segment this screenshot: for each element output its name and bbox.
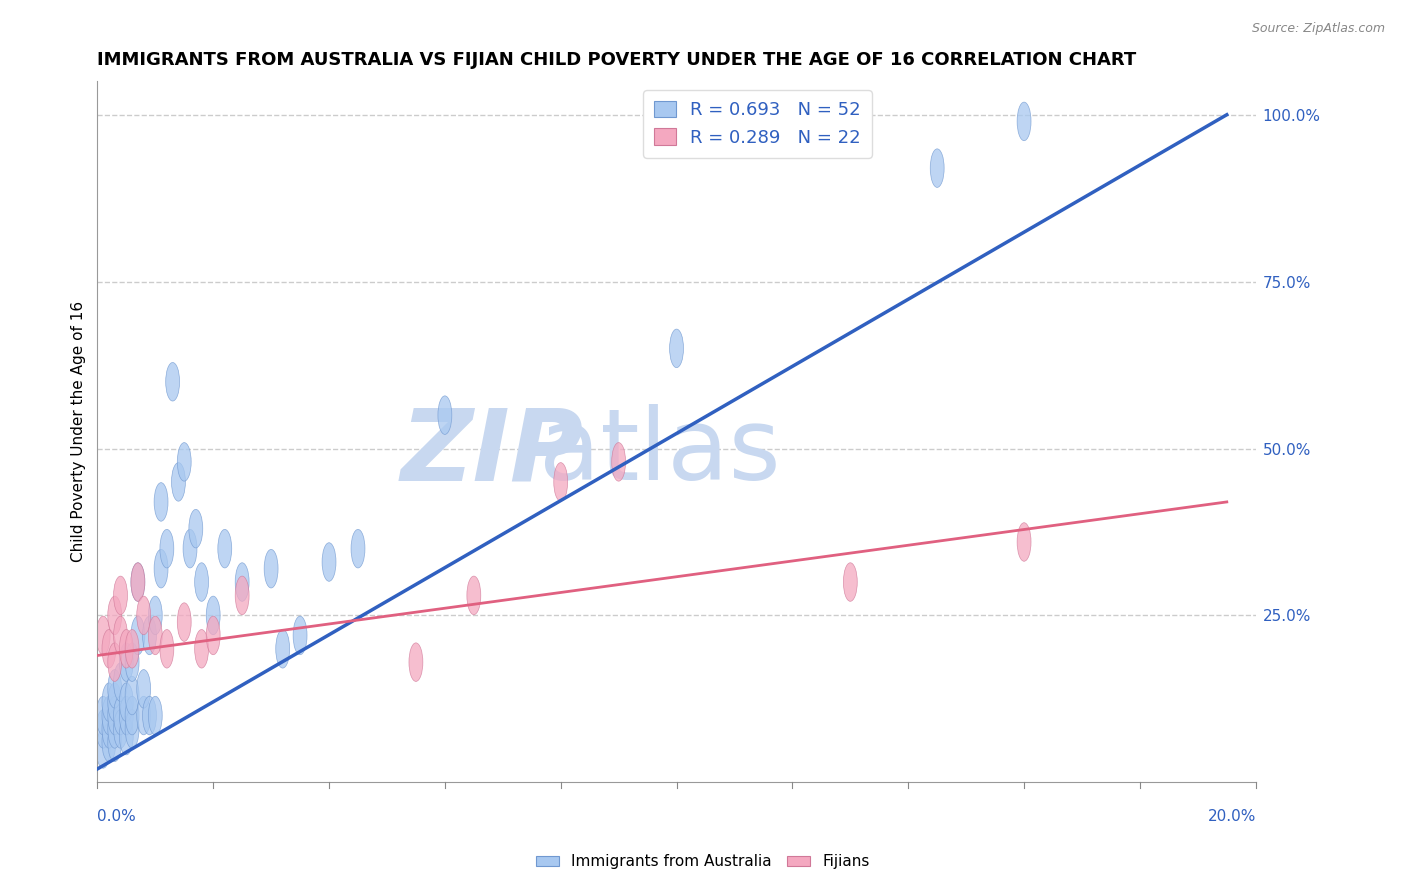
Ellipse shape	[235, 563, 249, 601]
Ellipse shape	[96, 710, 110, 748]
Ellipse shape	[114, 616, 128, 655]
Ellipse shape	[1017, 523, 1031, 561]
Ellipse shape	[148, 596, 162, 635]
Ellipse shape	[352, 529, 366, 568]
Ellipse shape	[108, 596, 122, 635]
Legend: R = 0.693   N = 52, R = 0.289   N = 22: R = 0.693 N = 52, R = 0.289 N = 22	[644, 90, 872, 158]
Ellipse shape	[207, 596, 221, 635]
Text: Source: ZipAtlas.com: Source: ZipAtlas.com	[1251, 22, 1385, 36]
Ellipse shape	[96, 616, 110, 655]
Ellipse shape	[194, 563, 208, 601]
Ellipse shape	[155, 549, 167, 588]
Ellipse shape	[120, 643, 134, 681]
Ellipse shape	[409, 643, 423, 681]
Ellipse shape	[114, 663, 128, 701]
Ellipse shape	[844, 563, 858, 601]
Ellipse shape	[114, 697, 128, 735]
Ellipse shape	[108, 697, 122, 735]
Ellipse shape	[264, 549, 278, 588]
Ellipse shape	[125, 697, 139, 735]
Ellipse shape	[612, 442, 626, 481]
Ellipse shape	[177, 603, 191, 641]
Ellipse shape	[172, 463, 186, 501]
Ellipse shape	[131, 616, 145, 655]
Ellipse shape	[207, 616, 221, 655]
Text: atlas: atlas	[538, 404, 780, 501]
Ellipse shape	[103, 697, 115, 735]
Ellipse shape	[155, 483, 167, 521]
Ellipse shape	[148, 616, 162, 655]
Ellipse shape	[136, 596, 150, 635]
Ellipse shape	[194, 630, 208, 668]
Ellipse shape	[125, 643, 139, 681]
Ellipse shape	[148, 697, 162, 735]
Ellipse shape	[103, 710, 115, 748]
Ellipse shape	[103, 683, 115, 722]
Ellipse shape	[276, 630, 290, 668]
Ellipse shape	[120, 716, 134, 755]
Ellipse shape	[160, 529, 174, 568]
Ellipse shape	[114, 576, 128, 615]
Ellipse shape	[96, 730, 110, 768]
Ellipse shape	[218, 529, 232, 568]
Ellipse shape	[136, 670, 150, 708]
Ellipse shape	[120, 630, 134, 668]
Text: 0.0%: 0.0%	[97, 809, 136, 824]
Ellipse shape	[554, 463, 568, 501]
Text: ZIP: ZIP	[401, 404, 583, 501]
Ellipse shape	[120, 697, 134, 735]
Ellipse shape	[108, 723, 122, 762]
Ellipse shape	[183, 529, 197, 568]
Ellipse shape	[103, 630, 115, 668]
Ellipse shape	[160, 630, 174, 668]
Ellipse shape	[177, 442, 191, 481]
Ellipse shape	[131, 563, 145, 601]
Y-axis label: Child Poverty Under the Age of 16: Child Poverty Under the Age of 16	[72, 301, 86, 562]
Ellipse shape	[120, 683, 134, 722]
Ellipse shape	[142, 697, 156, 735]
Ellipse shape	[1017, 102, 1031, 141]
Ellipse shape	[108, 710, 122, 748]
Ellipse shape	[136, 697, 150, 735]
Text: 20.0%: 20.0%	[1208, 809, 1256, 824]
Ellipse shape	[108, 683, 122, 722]
Ellipse shape	[114, 710, 128, 748]
Ellipse shape	[125, 710, 139, 748]
Legend: Immigrants from Australia, Fijians: Immigrants from Australia, Fijians	[530, 848, 876, 875]
Ellipse shape	[131, 563, 145, 601]
Ellipse shape	[235, 576, 249, 615]
Ellipse shape	[108, 670, 122, 708]
Text: IMMIGRANTS FROM AUSTRALIA VS FIJIAN CHILD POVERTY UNDER THE AGE OF 16 CORRELATIO: IMMIGRANTS FROM AUSTRALIA VS FIJIAN CHIL…	[97, 51, 1136, 69]
Ellipse shape	[292, 616, 307, 655]
Ellipse shape	[669, 329, 683, 368]
Ellipse shape	[103, 723, 115, 762]
Ellipse shape	[108, 643, 122, 681]
Ellipse shape	[142, 616, 156, 655]
Ellipse shape	[166, 362, 180, 401]
Ellipse shape	[125, 630, 139, 668]
Ellipse shape	[188, 509, 202, 548]
Ellipse shape	[125, 676, 139, 714]
Ellipse shape	[96, 697, 110, 735]
Ellipse shape	[467, 576, 481, 615]
Ellipse shape	[931, 149, 945, 187]
Ellipse shape	[437, 396, 451, 434]
Ellipse shape	[322, 542, 336, 582]
